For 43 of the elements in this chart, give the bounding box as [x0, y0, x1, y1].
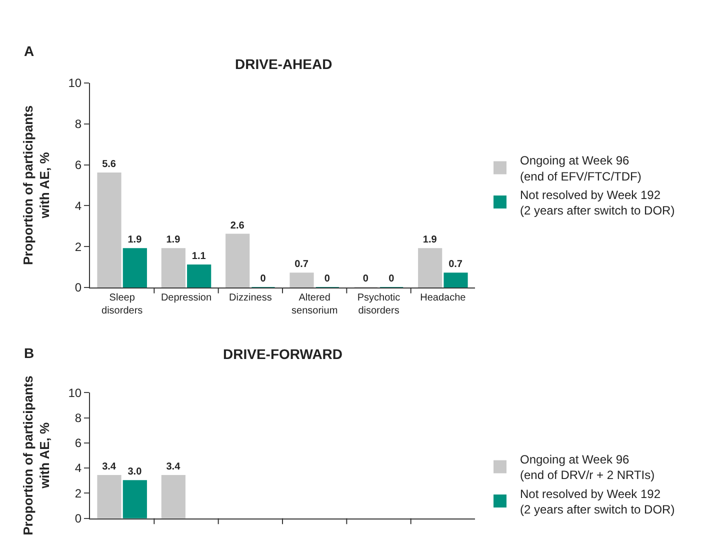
- text: A: [24, 43, 34, 59]
- y-tick-label: 8: [74, 410, 82, 425]
- x-tick-label: Altered sensorium: [292, 292, 338, 316]
- legend-label: Not resolved by Week 192 (2 years after switch to DOR): [520, 188, 675, 218]
- y-tick-label: 8: [74, 117, 82, 132]
- data-label: 1.9: [128, 234, 142, 246]
- x-tick-label: Dizziness: [229, 292, 272, 304]
- legend-label: Ongoing at Week 96 (end of EFV/FTC/TDF): [520, 154, 642, 184]
- chart-title: DRIVE-AHEAD: [235, 56, 332, 72]
- data-label: 0.7: [448, 259, 463, 270]
- data-label: 0: [324, 273, 330, 284]
- y-axis-title: Proportion of participants with AE, %: [20, 105, 52, 266]
- data-label: 1.1: [192, 250, 206, 262]
- y-tick-label: 2: [74, 486, 82, 500]
- y-tick-label: 0: [74, 280, 82, 295]
- data-label: 0: [388, 273, 395, 284]
- y-tick-label: 4: [74, 461, 82, 476]
- y-axis-title: Proportion of participants with AE, %: [20, 376, 52, 535]
- data-label: 1.9: [166, 234, 181, 246]
- data-label: 2.6: [230, 220, 245, 232]
- data-label: 3.0: [128, 466, 142, 478]
- y-tick-label: 0: [74, 511, 82, 526]
- y-tick-label: 4: [74, 198, 82, 213]
- data-label: 0: [362, 273, 369, 284]
- data-label: 3.4: [166, 462, 181, 473]
- y-tick-label: 6: [74, 158, 82, 172]
- data-label: 1.9: [422, 234, 438, 246]
- x-tick-label: Headache: [420, 292, 466, 304]
- data-label: 0: [260, 273, 266, 284]
- x-tick-label: Sleep disorders: [102, 292, 143, 316]
- data-label: 3.4: [102, 462, 116, 473]
- legend-label: Not resolved by Week 192 (2 years after switch to DOR): [520, 486, 675, 516]
- y-tick-label: 10: [68, 386, 82, 400]
- x-tick-label: Depression: [160, 292, 212, 304]
- legend-label: Ongoing at Week 96 (end of DRV/r + 2 NRTIs): [520, 452, 655, 482]
- y-tick-label: 10: [68, 76, 82, 90]
- data-label: 5.6: [102, 158, 116, 170]
- x-tick-label: Psychotic disorders: [357, 292, 400, 316]
- y-tick-label: 6: [74, 436, 82, 450]
- chart-title: DRIVE-FORWARD: [223, 346, 343, 362]
- y-tick-label: 2: [74, 240, 82, 254]
- text: B: [24, 345, 34, 361]
- data-label: 0.7: [294, 259, 309, 270]
